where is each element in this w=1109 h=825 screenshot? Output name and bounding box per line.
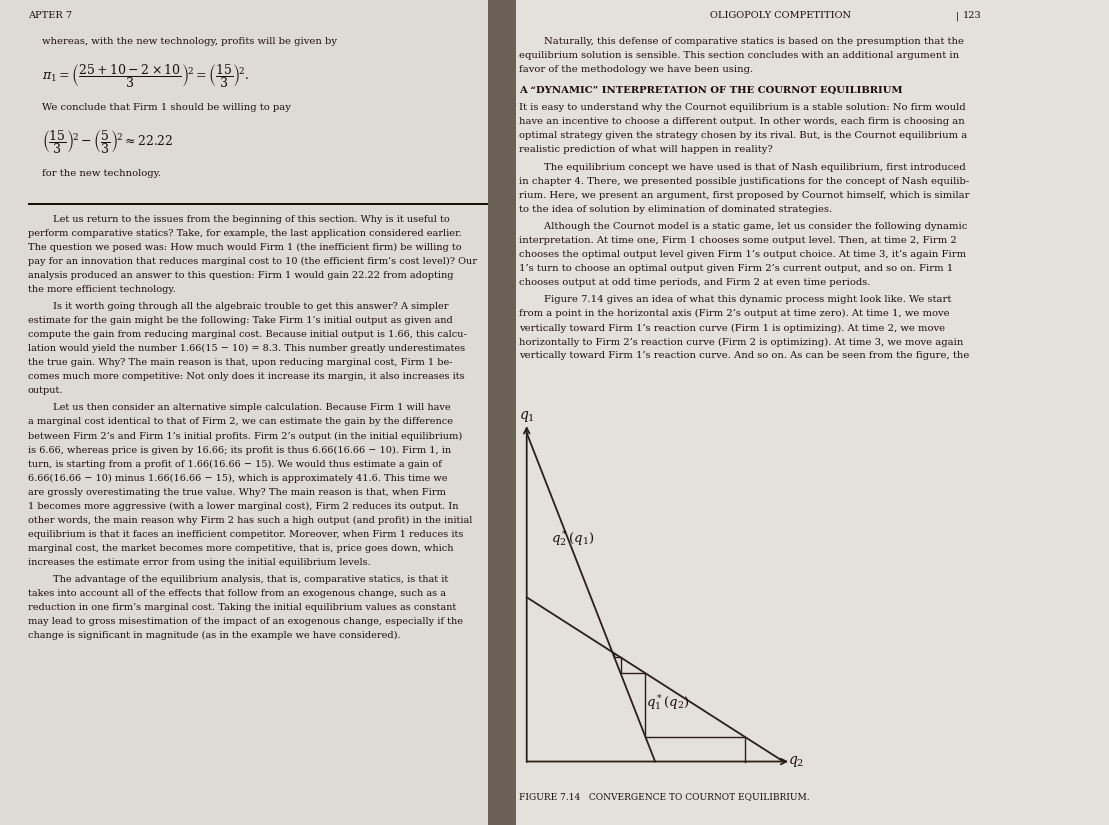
Text: $\pi_1 = \left(\dfrac{25 + 10 - 2 \times 10}{3}\right)^{\!2} = \left(\dfrac{15}{: $\pi_1 = \left(\dfrac{25 + 10 - 2 \times… [42, 62, 250, 90]
Text: the true gain. Why? The main reason is that, upon reducing marginal cost, Firm 1: the true gain. Why? The main reason is t… [28, 358, 452, 367]
Text: $q_2$: $q_2$ [788, 754, 804, 769]
Text: Although the Cournot model is a static game, let us consider the following dynam: Although the Cournot model is a static g… [519, 222, 967, 231]
Text: A “DYNAMIC” INTERPRETATION OF THE COURNOT EQUILIBRIUM: A “DYNAMIC” INTERPRETATION OF THE COURNO… [519, 86, 903, 95]
Text: vertically toward Firm 1’s reaction curve. And so on. As can be seen from the fi: vertically toward Firm 1’s reaction curv… [519, 351, 969, 361]
Text: change is significant in magnitude (as in the example we have considered).: change is significant in magnitude (as i… [28, 631, 400, 640]
Text: favor of the methodology we have been using.: favor of the methodology we have been us… [519, 65, 753, 74]
Text: 1’s turn to choose an optimal output given Firm 2’s current output, and so on. F: 1’s turn to choose an optimal output giv… [519, 264, 954, 273]
Text: are grossly overestimating the true value. Why? The main reason is that, when Fi: are grossly overestimating the true valu… [28, 488, 446, 497]
Text: The advantage of the equilibrium analysis, that is, comparative statics, is that: The advantage of the equilibrium analysi… [28, 575, 448, 584]
Text: compute the gain from reducing marginal cost. Because initial output is 1.66, th: compute the gain from reducing marginal … [28, 330, 467, 339]
Text: turn, is starting from a profit of 1.66(16.66 − 15). We would thus estimate a ga: turn, is starting from a profit of 1.66(… [28, 460, 441, 469]
Text: chooses the optimal output level given Firm 1’s output choice. At time 3, it’s a: chooses the optimal output level given F… [519, 250, 966, 259]
Text: FIGURE 7.14   CONVERGENCE TO COURNOT EQUILIBRIUM.: FIGURE 7.14 CONVERGENCE TO COURNOT EQUIL… [519, 792, 810, 801]
Text: estimate for the gain might be the following: Take Firm 1’s initial output as gi: estimate for the gain might be the follo… [28, 316, 452, 325]
Text: 123: 123 [963, 12, 981, 20]
Text: for the new technology.: for the new technology. [42, 169, 161, 178]
Text: The question we posed was: How much would Firm 1 (the inefficient firm) be willi: The question we posed was: How much woul… [28, 243, 461, 252]
Text: $\left(\dfrac{15}{3}\right)^{\!2} - \left(\dfrac{5}{3}\right)^{\!2} \approx 22.2: $\left(\dfrac{15}{3}\right)^{\!2} - \lef… [42, 128, 173, 156]
Text: is 6.66, whereas price is given by 16.66; its profit is thus 6.66(16.66 − 10). F: is 6.66, whereas price is given by 16.66… [28, 446, 451, 455]
Text: APTER 7: APTER 7 [28, 12, 72, 20]
Text: Let us return to the issues from the beginning of this section. Why is it useful: Let us return to the issues from the beg… [28, 214, 449, 224]
Text: Figure 7.14 gives an idea of what this dynamic process might look like. We start: Figure 7.14 gives an idea of what this d… [519, 295, 952, 304]
Text: the more efficient technology.: the more efficient technology. [28, 285, 175, 294]
Text: $q_2^*(q_1)$: $q_2^*(q_1)$ [551, 528, 594, 548]
Text: have an incentive to choose a different output. In other words, each firm is cho: have an incentive to choose a different … [519, 117, 965, 126]
Text: perform comparative statics? Take, for example, the last application considered : perform comparative statics? Take, for e… [28, 229, 461, 238]
Text: 6.66(16.66 − 10) minus 1.66(16.66 − 15), which is approximately 41.6. This time : 6.66(16.66 − 10) minus 1.66(16.66 − 15),… [28, 474, 447, 483]
Text: lation would yield the number 1.66(15 − 10) = 8.3. This number greatly underesti: lation would yield the number 1.66(15 − … [28, 344, 465, 353]
Text: marginal cost, the market becomes more competitive, that is, price goes down, wh: marginal cost, the market becomes more c… [28, 544, 454, 553]
Text: OLIGOPOLY COMPETITION: OLIGOPOLY COMPETITION [710, 12, 851, 20]
Text: pay for an innovation that reduces marginal cost to 10 (the efficient firm’s cos: pay for an innovation that reduces margi… [28, 257, 477, 266]
Text: takes into account all of the effects that follow from an exogenous change, such: takes into account all of the effects th… [28, 589, 446, 598]
Text: a marginal cost identical to that of Firm 2, we can estimate the gain by the dif: a marginal cost identical to that of Fir… [28, 417, 452, 427]
Text: Is it worth going through all the algebraic trouble to get this answer? A simple: Is it worth going through all the algebr… [28, 302, 448, 311]
Text: analysis produced an answer to this question: Firm 1 would gain 22.22 from adopt: analysis produced an answer to this ques… [28, 271, 454, 280]
Text: between Firm 2’s and Firm 1’s initial profits. Firm 2’s output (in the initial e: between Firm 2’s and Firm 1’s initial pr… [28, 431, 462, 441]
Text: It is easy to understand why the Cournot equilibrium is a stable solution: No fi: It is easy to understand why the Cournot… [519, 103, 966, 112]
Text: We conclude that Firm 1 should be willing to pay: We conclude that Firm 1 should be willin… [42, 103, 291, 112]
Text: in chapter 4. There, we presented possible justifications for the concept of Nas: in chapter 4. There, we presented possib… [519, 177, 969, 186]
Text: equilibrium is that it faces an inefficient competitor. Moreover, when Firm 1 re: equilibrium is that it faces an ineffici… [28, 530, 464, 539]
Text: equilibrium solution is sensible. This section concludes with an additional argu: equilibrium solution is sensible. This s… [519, 51, 959, 60]
Text: reduction in one firm’s marginal cost. Taking the initial equilibrium values as : reduction in one firm’s marginal cost. T… [28, 603, 456, 612]
Text: optimal strategy given the strategy chosen by its rival. But, is the Cournot equ: optimal strategy given the strategy chos… [519, 131, 967, 140]
Text: comes much more competitive: Not only does it increase its margin, it also incre: comes much more competitive: Not only do… [28, 372, 465, 381]
Text: rium. Here, we present an argument, first proposed by Cournot himself, which is : rium. Here, we present an argument, firs… [519, 191, 969, 200]
Text: output.: output. [28, 386, 63, 395]
Text: other words, the main reason why Firm 2 has such a high output (and profit) in t: other words, the main reason why Firm 2 … [28, 516, 472, 525]
Text: may lead to gross misestimation of the impact of an exogenous change, especially: may lead to gross misestimation of the i… [28, 617, 462, 626]
Text: |: | [956, 12, 959, 21]
Text: chooses output at odd time periods, and Firm 2 at even time periods.: chooses output at odd time periods, and … [519, 278, 871, 287]
Text: Naturally, this defense of comparative statics is based on the presumption that : Naturally, this defense of comparative s… [519, 37, 964, 46]
Text: 1 becomes more aggressive (with a lower marginal cost), Firm 2 reduces its outpu: 1 becomes more aggressive (with a lower … [28, 502, 458, 511]
Text: increases the estimate error from using the initial equilibrium levels.: increases the estimate error from using … [28, 558, 370, 567]
Text: Let us then consider an alternative simple calculation. Because Firm 1 will have: Let us then consider an alternative simp… [28, 403, 450, 412]
Text: interpretation. At time one, Firm 1 chooses some output level. Then, at time 2, : interpretation. At time one, Firm 1 choo… [519, 236, 957, 245]
Text: whereas, with the new technology, profits will be given by: whereas, with the new technology, profit… [42, 37, 337, 46]
Text: horizontally to Firm 2’s reaction curve (Firm 2 is optimizing). At time 3, we mo: horizontally to Firm 2’s reaction curve … [519, 337, 964, 346]
Text: vertically toward Firm 1’s reaction curve (Firm 1 is optimizing). At time 2, we : vertically toward Firm 1’s reaction curv… [519, 323, 945, 332]
Text: The equilibrium concept we have used is that of Nash equilibrium, first introduc: The equilibrium concept we have used is … [519, 163, 966, 172]
Text: $q_1^*(q_2)$: $q_1^*(q_2)$ [647, 692, 690, 712]
Text: $q_1$: $q_1$ [519, 409, 535, 424]
Text: from a point in the horizontal axis (Firm 2’s output at time zero). At time 1, w: from a point in the horizontal axis (Fir… [519, 309, 949, 318]
Text: realistic prediction of what will happen in reality?: realistic prediction of what will happen… [519, 145, 773, 154]
Text: to the idea of solution by elimination of dominated strategies.: to the idea of solution by elimination o… [519, 205, 832, 214]
